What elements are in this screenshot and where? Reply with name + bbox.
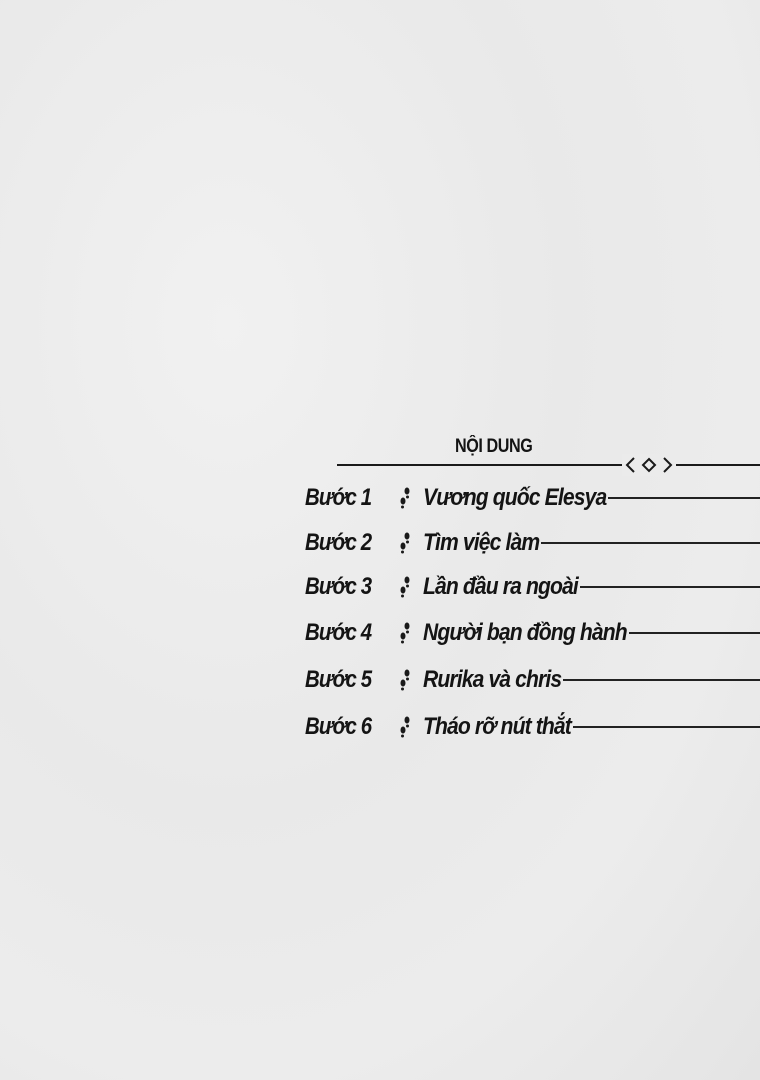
footprints-icon	[387, 576, 423, 598]
title-divider	[337, 464, 760, 466]
leader-line	[563, 679, 760, 681]
step-label: Bước 4	[305, 619, 372, 646]
leader-line	[541, 542, 760, 544]
footprints-icon	[387, 716, 423, 738]
leader-line	[628, 632, 760, 634]
leader-line	[608, 497, 760, 499]
leader-line	[579, 586, 760, 588]
chapter-title: Rurika và chris	[423, 666, 562, 693]
step-label: Bước 2	[305, 529, 372, 556]
toc-entry[interactable]: Bước 4 Người bạn đồng hành	[305, 616, 760, 650]
step-label: Bước 1	[305, 484, 372, 511]
footprints-icon	[387, 622, 423, 644]
toc-title: NỘI DUNG	[455, 436, 533, 457]
chapter-title: Vương quốc Elesya	[423, 484, 607, 511]
toc-entry[interactable]: Bước 5 Rurika và chris	[305, 663, 760, 697]
chapter-title: Tìm việc làm	[423, 529, 540, 556]
toc-entry[interactable]: Bước 6 Tháo rỡ nút thắt	[305, 710, 760, 744]
footprints-icon	[387, 669, 423, 691]
diamond-chevrons-icon	[622, 454, 676, 476]
chapter-title: Người bạn đồng hành	[423, 619, 628, 646]
leader-line	[572, 726, 760, 728]
toc-entry[interactable]: Bước 1 Vương quốc Elesya	[305, 481, 760, 515]
footprints-icon	[387, 487, 423, 509]
chapter-title: Tháo rỡ nút thắt	[423, 713, 572, 740]
toc-entry[interactable]: Bước 2 Tìm việc làm	[305, 526, 760, 560]
toc-entry[interactable]: Bước 3 Lần đầu ra ngoài	[305, 570, 760, 604]
footprints-icon	[387, 532, 423, 554]
step-label: Bước 5	[305, 666, 372, 693]
step-label: Bước 6	[305, 713, 372, 740]
chapter-title: Lần đầu ra ngoài	[423, 573, 579, 600]
step-label: Bước 3	[305, 573, 372, 600]
